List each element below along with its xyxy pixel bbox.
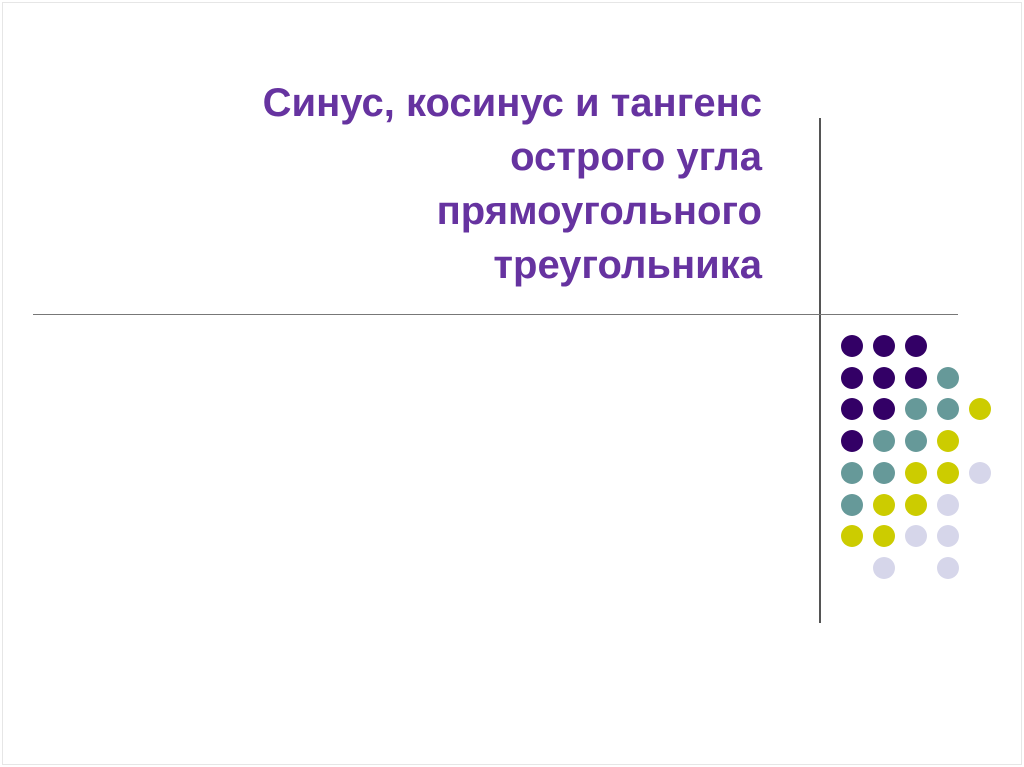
dot-yellow: [905, 461, 927, 484]
dot-purple: [841, 398, 863, 421]
dot-teal: [905, 398, 927, 421]
dot-teal: [905, 430, 927, 453]
horizontal-divider: [33, 314, 958, 315]
dot-lavender: [937, 493, 959, 516]
title-line-4: треугольника: [493, 243, 762, 287]
dot-yellow: [873, 493, 895, 516]
slide-title: Синус, косинус и тангенс острого угла пр…: [162, 76, 762, 292]
dot-yellow: [841, 525, 863, 548]
dot-yellow: [905, 493, 927, 516]
dot-purple: [873, 335, 895, 357]
dot-teal: [873, 461, 895, 484]
dot-lavender: [937, 556, 959, 579]
dot-teal: [841, 461, 863, 484]
title-line-2: острого угла: [510, 135, 762, 179]
dot-teal: [937, 398, 959, 421]
dot-yellow: [937, 430, 959, 453]
dot-teal: [841, 493, 863, 516]
dot-yellow: [873, 525, 895, 548]
dot-purple: [905, 335, 927, 357]
dot-teal: [873, 430, 895, 453]
dot-lavender: [873, 556, 895, 579]
dot-purple: [873, 398, 895, 421]
title-line-3: прямоугольного: [436, 189, 762, 233]
dot-yellow: [937, 461, 959, 484]
dot-purple: [841, 366, 863, 389]
title-line-1: Синус, косинус и тангенс: [262, 81, 762, 125]
dot-purple: [873, 366, 895, 389]
dot-yellow: [969, 398, 991, 421]
dot-purple: [841, 430, 863, 453]
dot-lavender: [905, 525, 927, 548]
vertical-divider: [819, 118, 821, 623]
dot-teal: [937, 366, 959, 389]
dot-lavender: [937, 525, 959, 548]
dot-lavender: [969, 461, 991, 484]
dot-purple: [905, 366, 927, 389]
dot-purple: [841, 335, 863, 357]
